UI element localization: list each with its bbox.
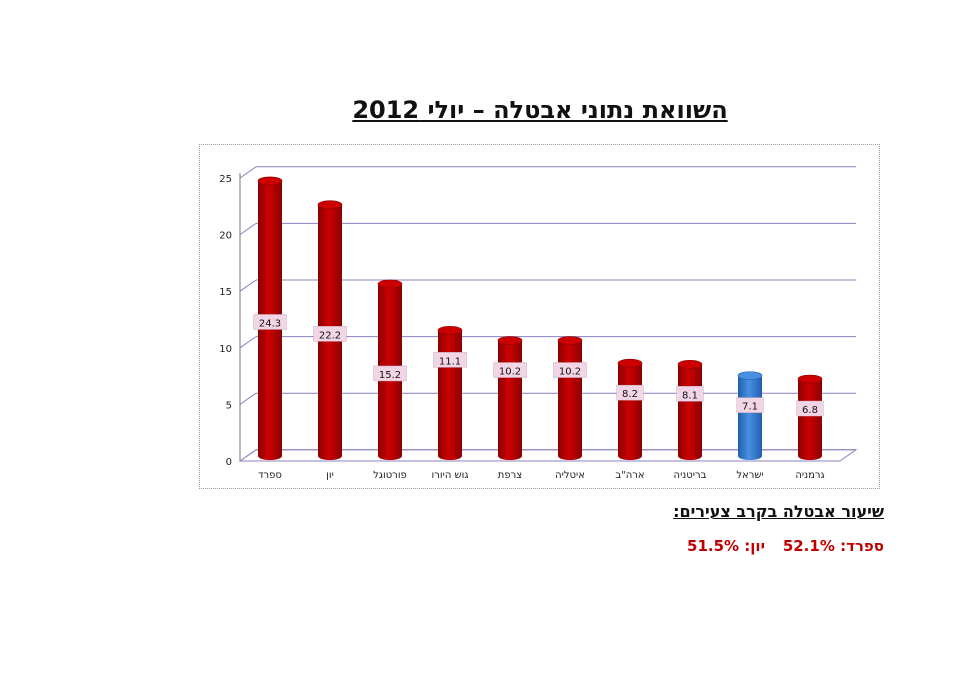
data-label-bg — [796, 400, 824, 417]
y-tick-label: 10 — [219, 344, 232, 355]
data-label: 10.2 — [493, 362, 527, 378]
x-tick-label: בריטניה — [674, 470, 707, 481]
bar-body — [618, 363, 642, 460]
data-label-bg — [433, 352, 467, 368]
gridline-depth — [239, 279, 257, 292]
data-label-text: 7.1 — [742, 402, 758, 413]
bar-top — [437, 326, 463, 335]
x-tick-label: פורטוגל — [373, 470, 407, 481]
data-label-text: 8.2 — [622, 389, 638, 400]
data-label: 8.1 — [676, 386, 704, 402]
data-label-bg — [553, 362, 587, 378]
x-tick-label: איטליה — [555, 470, 585, 481]
x-tick-label: ספרד — [258, 470, 282, 481]
data-label-text: 11.1 — [439, 356, 461, 367]
bar — [497, 336, 523, 460]
youth-stat-spain: ספרד: 52.1% — [782, 537, 884, 555]
bar-body — [438, 330, 462, 460]
gridline-depth — [239, 166, 257, 179]
data-label-bg — [373, 365, 407, 382]
y-tick-label: 0 — [226, 457, 232, 468]
gridline-depth — [239, 222, 257, 236]
bar-top — [557, 336, 583, 345]
data-label: 22.2 — [313, 326, 347, 342]
bar-body — [798, 379, 822, 460]
data-label-text: 10.2 — [499, 367, 521, 378]
y-tick-label: 25 — [219, 174, 232, 185]
x-tick-label: ארה"ב — [615, 470, 644, 481]
bar — [557, 336, 583, 460]
data-label: 11.1 — [433, 352, 467, 368]
bar-top — [317, 200, 343, 209]
chart-area: 0 5 10 15 20 25 ספרד יון פורטוגל גוש היורו צרפת איט… — [199, 144, 880, 489]
bar — [737, 371, 763, 460]
gridline-depth — [239, 392, 257, 405]
bar-top — [617, 358, 643, 368]
data-label-bg — [616, 384, 644, 401]
data-label-text: 10.2 — [559, 367, 581, 378]
data-label: 7.1 — [736, 397, 764, 413]
data-label-bg — [493, 362, 527, 378]
bar-top — [677, 360, 703, 369]
y-tick-label: 20 — [219, 231, 232, 242]
data-label-text: 24.3 — [259, 318, 281, 329]
bar-top — [797, 374, 823, 384]
x-tick-label: ישראל — [736, 470, 763, 481]
data-label-text: 8.1 — [682, 390, 698, 401]
y-tick-label: 15 — [219, 287, 232, 298]
bar — [437, 326, 463, 460]
bar-body — [738, 375, 762, 460]
bar-top — [377, 279, 403, 289]
bar — [677, 360, 703, 460]
data-label-text: 15.2 — [379, 370, 401, 381]
chart-title: השוואת נתוני אבטלה – יולי 2012 — [352, 96, 728, 124]
bar-top — [737, 371, 763, 380]
data-label-bg — [313, 326, 347, 342]
x-tick-label: צרפת — [498, 470, 522, 481]
bar-top — [257, 176, 283, 186]
youth-stat-greece: יון: 51.5% — [687, 537, 765, 555]
bar — [797, 374, 823, 460]
bar-body — [558, 340, 582, 460]
x-tick-label: גרמניה — [795, 470, 824, 481]
bar-body — [498, 340, 522, 460]
data-label-bg — [736, 397, 764, 413]
x-tick-label: יון — [326, 470, 334, 481]
data-label-text: 22.2 — [319, 330, 341, 341]
floor — [238, 449, 858, 462]
gridline-depth — [239, 336, 257, 349]
y-tick-label: 5 — [226, 400, 232, 411]
data-label: 6.8 — [796, 400, 824, 417]
bar-top — [497, 336, 523, 345]
data-label-text: 6.8 — [802, 405, 818, 416]
bar-body — [678, 364, 702, 460]
bar-chart: 0 5 10 15 20 25 ספרד יון פורטוגל גוש היורו צרפת איט… — [219, 166, 858, 481]
youth-unemployment-heading: שיעור אבטלה בקרב צעירים: — [673, 502, 884, 521]
data-label-bg — [253, 314, 287, 330]
data-label: 15.2 — [373, 365, 407, 382]
bar — [617, 358, 643, 460]
data-label-bg — [676, 386, 704, 402]
x-tick-label: גוש היורו — [432, 470, 469, 481]
data-label: 8.2 — [616, 384, 644, 401]
data-label: 24.3 — [253, 314, 287, 330]
data-label: 10.2 — [553, 362, 587, 378]
